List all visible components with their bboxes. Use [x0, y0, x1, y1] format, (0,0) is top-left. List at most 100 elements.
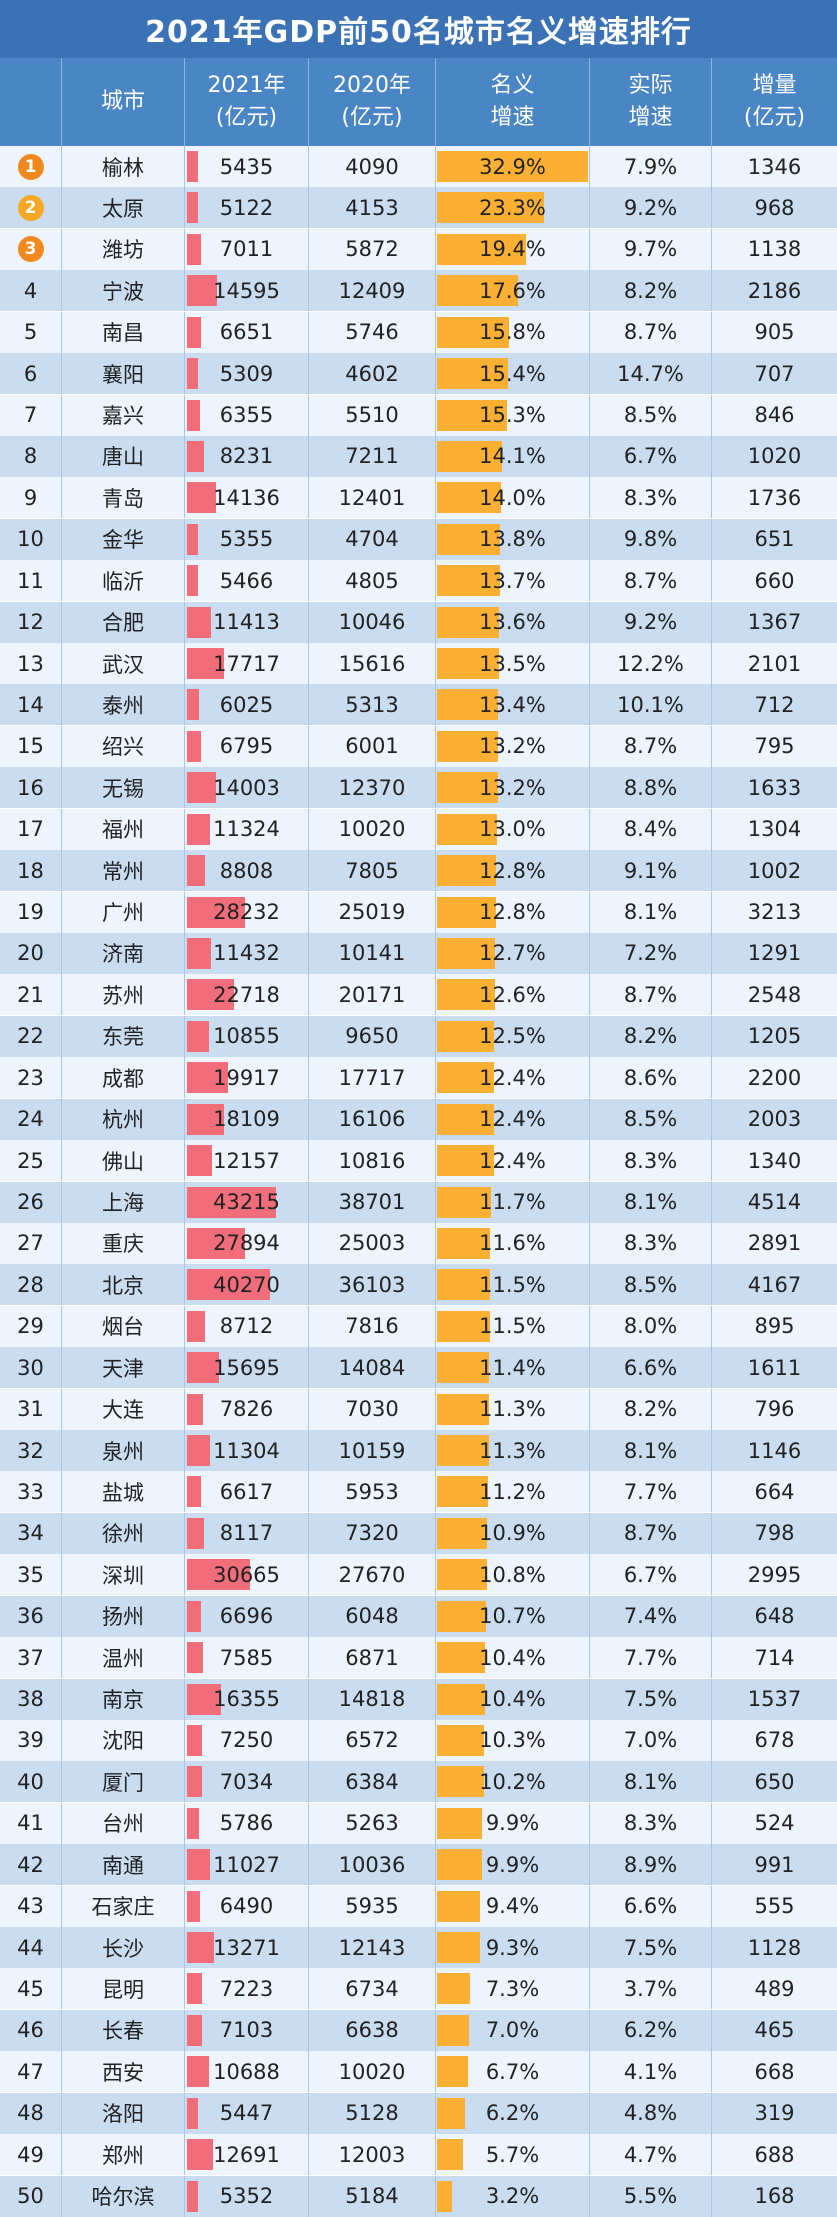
nominal-growth-bar — [437, 937, 496, 969]
gdp2020-value: 6048 — [345, 1604, 399, 1629]
nominal-growth-bar — [437, 2097, 466, 2129]
nominal-growth-bar — [437, 1269, 490, 1301]
nominal-growth-value: 11.7% — [479, 1190, 546, 1214]
gdp2021-value: 11304 — [213, 1438, 280, 1463]
gdp2020-value: 12003 — [338, 2142, 406, 2167]
real-growth-value: 8.7% — [623, 1521, 678, 1546]
nominal-growth-bar — [437, 1849, 483, 1881]
nominal-growth-cell: 11.7% — [436, 1181, 590, 1223]
header-nominal-line2: 增速 — [490, 105, 535, 130]
nominal-growth-value: 9.3% — [485, 1935, 540, 1960]
increase-value: 465 — [754, 2018, 795, 2043]
nominal-growth-cell: 12.8% — [436, 891, 590, 933]
city-cell: 深圳 — [62, 1554, 185, 1596]
gdp2021-bar — [187, 1310, 205, 1342]
gdp2021-bar — [187, 523, 199, 555]
increase-value: 2548 — [747, 982, 802, 1007]
nominal-growth-value: 13.4% — [479, 692, 546, 717]
nominal-growth-cell: 10.2% — [436, 1761, 590, 1803]
increase-cell: 714 — [712, 1637, 837, 1678]
rank-label: 35 — [17, 1562, 44, 1587]
city-label: 绍兴 — [102, 735, 144, 760]
table-row: 48 洛阳 5447 5128 6.2% 4.8% 319 — [0, 2092, 837, 2134]
real-growth-value: 8.6% — [623, 1065, 678, 1090]
nominal-growth-value: 17.6% — [479, 278, 546, 303]
gdp2020-value: 5263 — [345, 1811, 399, 1836]
gdp2021-bar — [187, 979, 234, 1011]
increase-cell: 2200 — [712, 1057, 837, 1098]
rank-label: 34 — [17, 1521, 44, 1546]
gdp2020-value: 4090 — [345, 154, 399, 179]
gdp2021-cell: 5352 — [185, 2175, 309, 2217]
gdp2021-bar — [187, 1766, 202, 1798]
gdp2021-bar — [187, 2097, 199, 2129]
increase-cell: 1205 — [712, 1016, 837, 1057]
city-label: 天津 — [102, 1356, 144, 1381]
city-cell: 温州 — [62, 1637, 185, 1679]
increase-value: 2101 — [747, 651, 802, 676]
gdp2021-value: 7034 — [219, 1769, 274, 1794]
gdp2020-cell: 5263 — [309, 1802, 436, 1844]
gdp2020-cell: 7805 — [309, 850, 436, 892]
nominal-growth-bar — [437, 275, 518, 307]
rank-label: 22 — [17, 1024, 44, 1049]
header-increase: 增量 (亿元) — [712, 58, 837, 146]
increase-cell: 968 — [712, 187, 837, 228]
nominal-growth-cell: 10.7% — [436, 1595, 590, 1637]
city-cell: 金华 — [62, 518, 185, 560]
real-growth-cell: 14.7% — [590, 353, 712, 395]
increase-cell: 1304 — [712, 809, 837, 850]
rank-cell: 31 — [0, 1388, 62, 1430]
rank-label: 49 — [17, 2142, 44, 2167]
table-row: 37 温州 7585 6871 10.4% 7.7% 714 — [0, 1637, 837, 1679]
real-growth-value: 8.7% — [623, 734, 678, 759]
nominal-growth-cell: 3.2% — [436, 2175, 590, 2217]
gdp2021-bar — [187, 772, 216, 804]
city-label: 南京 — [102, 1688, 144, 1713]
table-row: 18 常州 8808 7805 12.8% 9.1% 1002 — [0, 850, 837, 892]
table-row: 47 西安 10688 10020 6.7% 4.1% 668 — [0, 2051, 837, 2093]
rank-cell: 22 — [0, 1015, 62, 1057]
city-cell: 杭州 — [62, 1098, 185, 1140]
real-growth-cell: 8.7% — [590, 974, 712, 1016]
gdp2021-cell: 10688 — [185, 2051, 309, 2093]
increase-value: 1367 — [747, 610, 802, 635]
gdp2021-bar — [187, 606, 211, 638]
nominal-growth-bar — [437, 1103, 494, 1135]
real-growth-value: 8.1% — [623, 1438, 678, 1463]
city-cell: 合肥 — [62, 601, 185, 643]
table-row: 22 东莞 10855 9650 12.5% 8.2% 1205 — [0, 1015, 837, 1057]
real-growth-value: 7.7% — [623, 1645, 678, 1670]
gdp2021-value: 40270 — [213, 1272, 280, 1297]
gdp2021-value: 7826 — [219, 1397, 274, 1422]
rank-cell: 29 — [0, 1305, 62, 1347]
rank-label: 17 — [17, 817, 44, 842]
increase-value: 712 — [754, 692, 795, 717]
nominal-growth-value: 12.5% — [479, 1024, 546, 1049]
city-label: 榆林 — [102, 155, 144, 180]
city-label: 福州 — [102, 818, 144, 843]
city-label: 青岛 — [102, 486, 144, 511]
nominal-growth-cell: 15.8% — [436, 311, 590, 353]
nominal-growth-bar — [437, 482, 502, 514]
city-label: 唐山 — [102, 445, 144, 470]
nominal-growth-cell: 10.4% — [436, 1637, 590, 1679]
city-label: 盐城 — [102, 1480, 144, 1505]
rank-label: 32 — [17, 1438, 44, 1463]
city-label: 北京 — [102, 1273, 144, 1298]
gdp2021-bar — [187, 358, 198, 390]
real-growth-value: 8.1% — [623, 1769, 678, 1794]
nominal-growth-cell: 10.8% — [436, 1554, 590, 1596]
increase-cell: 1736 — [712, 477, 837, 518]
increase-cell: 798 — [712, 1513, 837, 1554]
gdp2021-bar — [187, 399, 201, 431]
real-growth-cell: 8.3% — [590, 1802, 712, 1844]
gdp2020-cell: 5872 — [309, 228, 436, 270]
rank-cell: 36 — [0, 1595, 62, 1637]
rank-cell: 43 — [0, 1885, 62, 1927]
rank-label: 48 — [17, 2101, 44, 2126]
nominal-growth-cell: 7.0% — [436, 2009, 590, 2051]
increase-cell: 1340 — [712, 1140, 837, 1181]
gdp2021-bar — [187, 937, 211, 969]
gdp2021-value: 11413 — [213, 610, 280, 635]
